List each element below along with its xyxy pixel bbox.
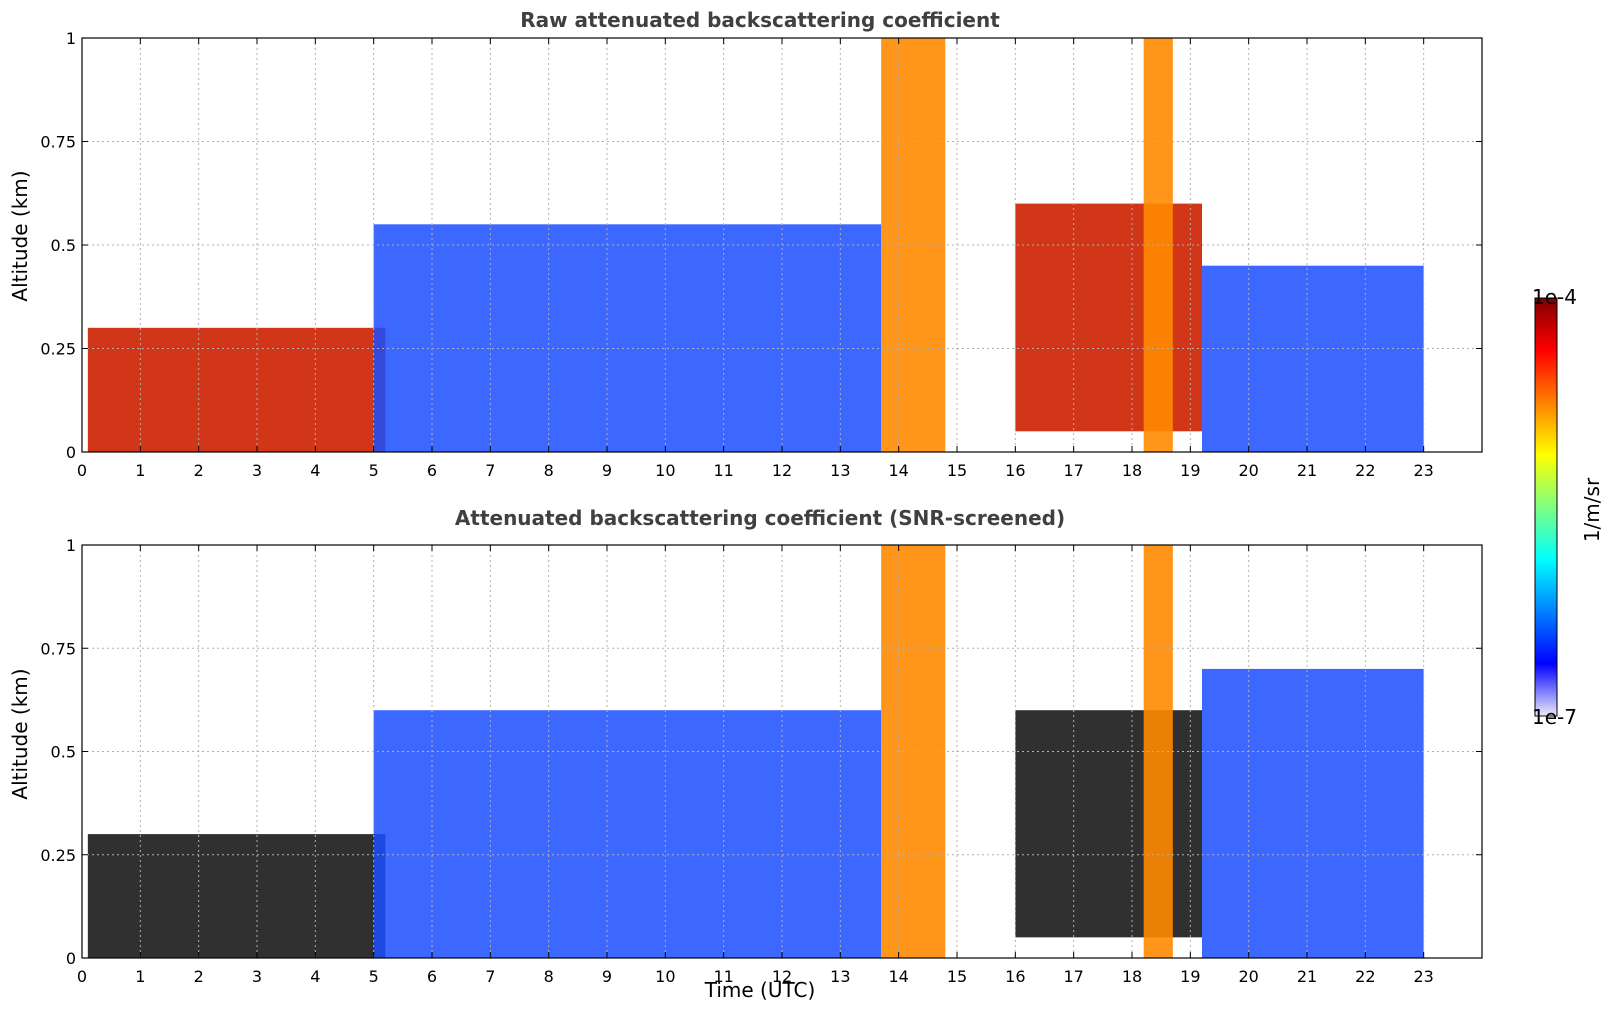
x-tick-label: 21 xyxy=(1297,967,1317,986)
x-tick-label: 10 xyxy=(655,967,675,986)
colorbar-unit-label: 1/m/sr xyxy=(1580,477,1604,543)
x-tick-label: 0 xyxy=(77,461,87,480)
x-tick-label: 5 xyxy=(369,967,379,986)
heatmap-feature-3: cloud layer xyxy=(1015,203,1202,432)
x-tick-label: 4 xyxy=(310,967,320,986)
x-tick-label: 9 xyxy=(602,461,612,480)
x-tick-label: 2 xyxy=(194,461,204,480)
x-tick-label: 13 xyxy=(830,967,850,986)
heatmap-feature-1: aerosol layer xyxy=(373,710,882,958)
x-tick-label: 16 xyxy=(1005,461,1025,480)
x-tick-label: 19 xyxy=(1180,461,1200,480)
heatmap-feature-0: nocturnal boundary layer (saturated) xyxy=(87,834,386,958)
x-tick-label: 12 xyxy=(772,461,792,480)
x-tick-label: 1 xyxy=(135,967,145,986)
x-tick-label: 13 xyxy=(830,461,850,480)
x-tick-label: 3 xyxy=(252,967,262,986)
colorbar-gradient xyxy=(1534,297,1558,717)
panel-1-ylabel: Altitude (km) xyxy=(8,170,32,302)
x-tick-label: 11 xyxy=(713,967,733,986)
panel-2-title: Attenuated backscattering coefficient (S… xyxy=(454,506,1066,530)
y-tick-label: 1 xyxy=(66,536,76,555)
heatmap-feature-3: cloud layer xyxy=(1015,710,1202,938)
x-tick-label: 8 xyxy=(544,461,554,480)
x-tick-label: 20 xyxy=(1238,461,1258,480)
x-axis-label: Time (UTC) xyxy=(704,978,816,1002)
y-tick-label: 1 xyxy=(66,29,76,48)
heatmap-feature-5: aerosol layer xyxy=(1202,668,1424,958)
x-tick-label: 3 xyxy=(252,461,262,480)
x-tick-label: 5 xyxy=(369,461,379,480)
x-tick-label: 15 xyxy=(947,967,967,986)
x-tick-label: 16 xyxy=(1005,967,1025,986)
x-tick-label: 19 xyxy=(1180,967,1200,986)
y-tick-label: 0.75 xyxy=(40,133,76,152)
x-tick-label: 17 xyxy=(1063,967,1083,986)
x-tick-label: 4 xyxy=(310,461,320,480)
x-tick-label: 18 xyxy=(1122,967,1142,986)
x-tick-label: 23 xyxy=(1413,461,1433,480)
x-tick-label: 6 xyxy=(427,461,437,480)
x-tick-label: 8 xyxy=(544,967,554,986)
x-tick-label: 10 xyxy=(655,461,675,480)
x-tick-label: 14 xyxy=(888,461,908,480)
y-tick-label: 0 xyxy=(66,949,76,968)
x-tick-label: 0 xyxy=(77,967,87,986)
y-tick-label: 0.25 xyxy=(40,846,76,865)
heatmap-feature-1: aerosol layer xyxy=(373,224,882,452)
panel-1-title: Raw attenuated backscattering coefficien… xyxy=(520,8,1000,32)
x-tick-label: 9 xyxy=(602,967,612,986)
panel-snr-screened-backscatter: nocturnal boundary layer (saturated)aero… xyxy=(40,536,1483,986)
y-tick-label: 0 xyxy=(66,443,76,462)
x-tick-label: 22 xyxy=(1355,967,1375,986)
x-tick-label: 12 xyxy=(772,967,792,986)
colorbar xyxy=(1534,297,1558,717)
x-tick-label: 21 xyxy=(1297,461,1317,480)
x-tick-label: 22 xyxy=(1355,461,1375,480)
x-tick-label: 15 xyxy=(947,461,967,480)
x-tick-label: 20 xyxy=(1238,967,1258,986)
heatmap-feature-5: aerosol layer xyxy=(1202,265,1424,452)
panel-raw-backscatter: nocturnal boundary layer (high backscatt… xyxy=(40,29,1483,480)
x-tick-label: 18 xyxy=(1122,461,1142,480)
y-tick-label: 0.5 xyxy=(51,236,76,255)
x-tick-label: 1 xyxy=(135,461,145,480)
colorbar-max-label: 1e-4 xyxy=(1532,285,1577,309)
y-tick-label: 0.25 xyxy=(40,340,76,359)
colorbar-min-label: 1e-7 xyxy=(1532,705,1577,729)
x-tick-label: 6 xyxy=(427,967,437,986)
x-tick-label: 23 xyxy=(1413,967,1433,986)
y-tick-label: 0.75 xyxy=(40,639,76,658)
x-tick-label: 7 xyxy=(485,967,495,986)
x-tick-label: 14 xyxy=(888,967,908,986)
x-tick-label: 17 xyxy=(1063,461,1083,480)
y-tick-label: 0.5 xyxy=(51,743,76,762)
x-tick-label: 2 xyxy=(194,967,204,986)
x-tick-label: 7 xyxy=(485,461,495,480)
panel-2-ylabel: Altitude (km) xyxy=(8,668,32,800)
x-tick-label: 11 xyxy=(713,461,733,480)
heatmap-feature-0: nocturnal boundary layer (high backscatt… xyxy=(87,327,386,452)
